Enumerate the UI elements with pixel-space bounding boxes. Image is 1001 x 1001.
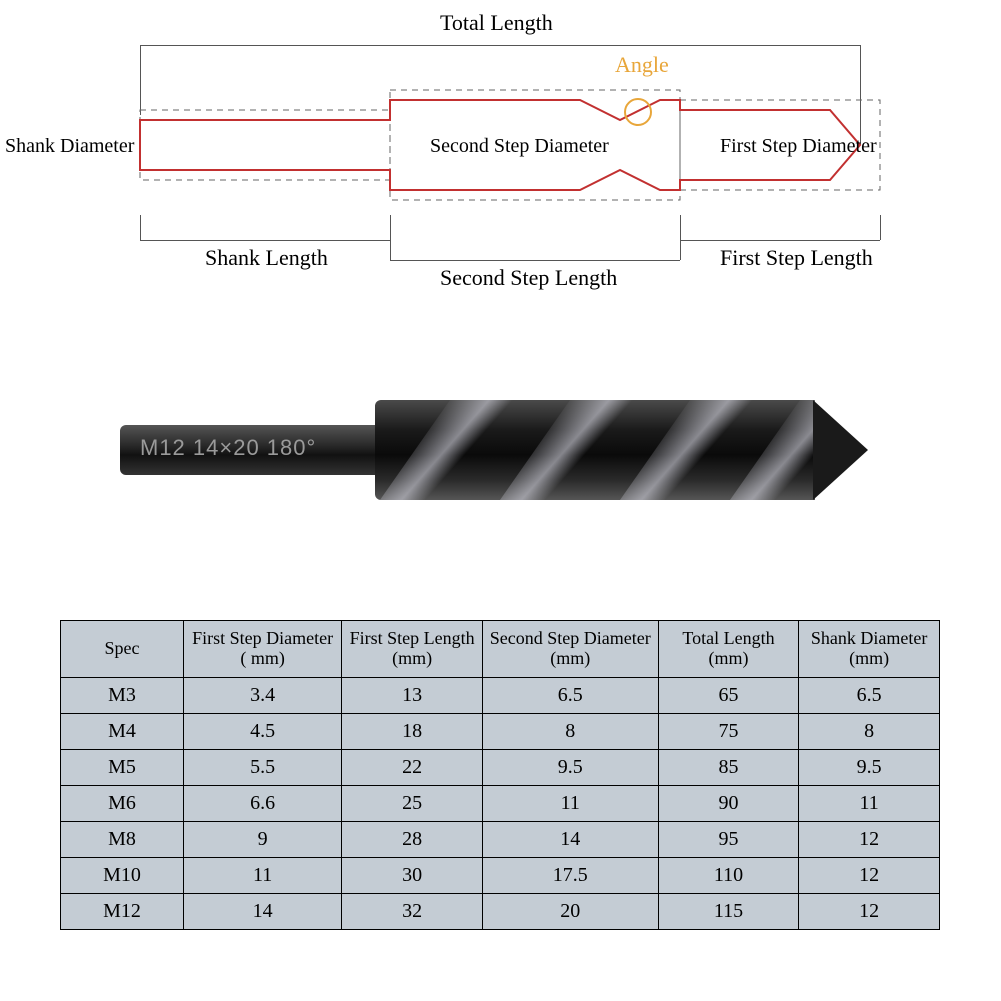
table-header-cell: Shank Diameter(mm) [799, 621, 940, 678]
table-header-row: SpecFirst Step Diameter( mm)First Step L… [61, 621, 940, 678]
dim-total-top [140, 45, 860, 46]
photo-marking: M12 14×20 180° [140, 435, 316, 461]
table-header-cell: First Step Diameter( mm) [184, 621, 342, 678]
table-cell: 65 [658, 677, 799, 713]
table-cell: 32 [342, 893, 483, 929]
photo-tip [813, 400, 868, 500]
table-cell: 11 [799, 785, 940, 821]
dimension-diagram: Total Length Angle Shank Diameter Second… [60, 20, 940, 270]
spec-table: SpecFirst Step Diameter( mm)First Step L… [60, 620, 940, 930]
table-row: M8928149512 [61, 821, 940, 857]
table-cell: 28 [342, 821, 483, 857]
table-cell: 5.5 [184, 749, 342, 785]
table-body: M33.4136.5656.5M44.5188758M55.5229.5859.… [61, 677, 940, 929]
table-row: M33.4136.5656.5 [61, 677, 940, 713]
table-cell: M4 [61, 713, 184, 749]
table-cell: 115 [658, 893, 799, 929]
table-cell: 17.5 [482, 857, 658, 893]
table-cell: 11 [482, 785, 658, 821]
table-cell: 12 [799, 893, 940, 929]
table-cell: 20 [482, 893, 658, 929]
table-cell: 13 [342, 677, 483, 713]
table-row: M55.5229.5859.5 [61, 749, 940, 785]
table-cell: 6.5 [482, 677, 658, 713]
table-row: M1214322011512 [61, 893, 940, 929]
table-header-cell: First Step Length(mm) [342, 621, 483, 678]
label-second-step-diameter: Second Step Diameter [430, 135, 609, 158]
photo-body [375, 400, 815, 500]
table-cell: 6.5 [799, 677, 940, 713]
table-header-cell: Second Step Diameter(mm) [482, 621, 658, 678]
table-cell: 75 [658, 713, 799, 749]
table-cell: 95 [658, 821, 799, 857]
table-cell: 11 [184, 857, 342, 893]
table-cell: 110 [658, 857, 799, 893]
table-cell: M10 [61, 857, 184, 893]
table-cell: 6.6 [184, 785, 342, 821]
table-cell: M3 [61, 677, 184, 713]
table-cell: 9 [184, 821, 342, 857]
table-cell: 9.5 [482, 749, 658, 785]
table-cell: 85 [658, 749, 799, 785]
table-cell: 90 [658, 785, 799, 821]
table-cell: M6 [61, 785, 184, 821]
table-cell: M12 [61, 893, 184, 929]
drill-outline [60, 60, 940, 260]
table-header-cell: Spec [61, 621, 184, 678]
table-cell: 8 [799, 713, 940, 749]
table-cell: 9.5 [799, 749, 940, 785]
label-second-step-length: Second Step Length [440, 265, 617, 291]
table-cell: 14 [482, 821, 658, 857]
table-header-cell: Total Length(mm) [658, 621, 799, 678]
table-cell: 30 [342, 857, 483, 893]
table-cell: 12 [799, 857, 940, 893]
table-cell: 25 [342, 785, 483, 821]
table-cell: 18 [342, 713, 483, 749]
drill-photo: M12 14×20 180° [120, 380, 880, 520]
table-row: M10113017.511012 [61, 857, 940, 893]
table-cell: 22 [342, 749, 483, 785]
table-cell: 14 [184, 893, 342, 929]
label-first-step-diameter: First Step Diameter [720, 135, 877, 158]
table-cell: M8 [61, 821, 184, 857]
table-cell: 4.5 [184, 713, 342, 749]
label-total-length: Total Length [440, 10, 553, 36]
label-shank-length: Shank Length [205, 245, 328, 271]
table-row: M44.5188758 [61, 713, 940, 749]
table-cell: M5 [61, 749, 184, 785]
table-cell: 12 [799, 821, 940, 857]
label-shank-diameter: Shank Diameter [5, 135, 134, 158]
table-row: M66.625119011 [61, 785, 940, 821]
table-cell: 8 [482, 713, 658, 749]
label-angle: Angle [615, 52, 669, 78]
table-cell: 3.4 [184, 677, 342, 713]
label-first-step-length: First Step Length [720, 245, 873, 271]
